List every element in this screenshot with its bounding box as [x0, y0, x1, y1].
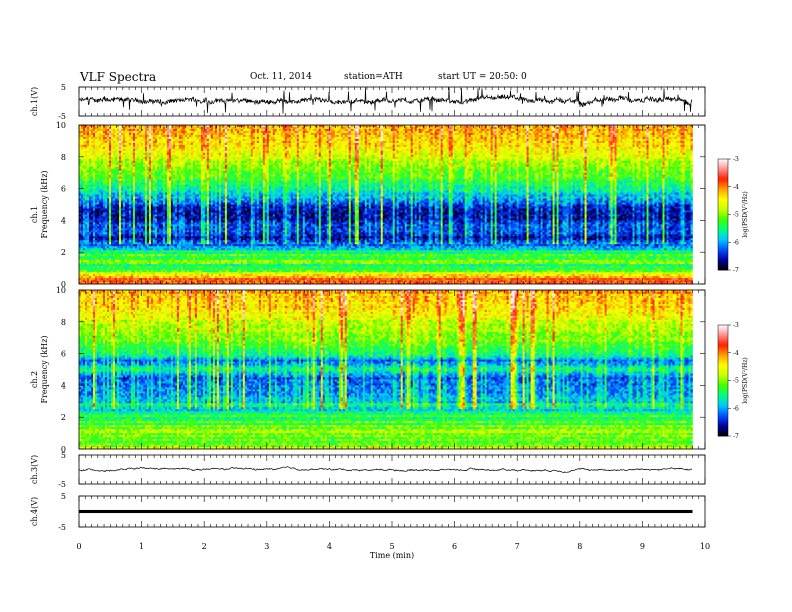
colorbar-label: log(PSD(V²/Hz) — [742, 357, 749, 404]
colorbar-tick-label: -3 — [733, 322, 739, 329]
ch3-waveform-trace — [79, 467, 692, 473]
x-tick-label: 5 — [389, 542, 394, 551]
ch2-spectrogram-image — [79, 290, 693, 449]
colorbar-tick-label: -5 — [733, 378, 739, 385]
x-tick-label: 4 — [327, 542, 332, 551]
y-tick-label: -5 — [58, 523, 66, 532]
y-tick-label: 5 — [61, 492, 66, 501]
x-tick-label: 9 — [640, 542, 645, 551]
x-tick-label: 10 — [700, 542, 710, 551]
x-tick-label: 0 — [76, 542, 81, 551]
y-tick-label: -5 — [58, 480, 66, 489]
ch4-ylabel: ch.4(V) — [30, 497, 39, 526]
y-tick-label: 2 — [61, 413, 66, 422]
y-tick-label: 4 — [61, 381, 66, 390]
x-tick-label: 1 — [139, 542, 144, 551]
y-tick-label: 8 — [61, 318, 66, 327]
y-tick-label: 5 — [61, 83, 66, 92]
ch1-freq-ylabel: Frequency (kHz) — [40, 170, 49, 238]
y-tick-label: 6 — [61, 185, 66, 194]
colorbar-label: log(PSD(V²/Hz) — [742, 191, 749, 238]
y-tick-label: 2 — [61, 248, 66, 257]
colorbar-tick-label: -6 — [733, 405, 739, 412]
ch1-waveform-trace — [79, 87, 692, 114]
x-tick-label: 2 — [202, 542, 207, 551]
ch2-spectrogram-colorbar — [718, 325, 728, 436]
colorbar-tick-label: -7 — [733, 267, 739, 274]
y-tick-label: 5 — [61, 451, 66, 460]
y-tick-label: 6 — [61, 350, 66, 359]
ch2-freq-ylabel: Frequency (kHz) — [40, 335, 49, 403]
y-tick-label: 10 — [56, 121, 66, 130]
ch1-spec-ylabel: ch.1 — [30, 206, 39, 223]
y-tick-label: 10 — [56, 286, 66, 295]
y-tick-label: 8 — [61, 153, 66, 162]
ch1-spectrogram-image — [79, 125, 693, 284]
colorbar-tick-label: -4 — [733, 184, 739, 191]
x-tick-label: 6 — [452, 542, 457, 551]
ch4-waveform-trace — [79, 510, 692, 513]
vlf-figure: 5 -5 ch.1(V) 0 2 4 6 8 10 -3 -4 -5 -6 -7 log(PSD(V²/Hz… — [0, 0, 792, 612]
ch1-spectrogram-colorbar — [718, 159, 728, 270]
ch3-ylabel: ch.3(V) — [30, 455, 39, 484]
ch2-spec-ylabel: ch.2 — [30, 371, 39, 388]
colorbar-tick-label: -3 — [733, 156, 739, 163]
colorbar-tick-label: -7 — [733, 433, 739, 440]
x-tick-label: 8 — [577, 542, 582, 551]
ch1-ylabel: ch.1(V) — [30, 87, 39, 116]
x-tick-label: 3 — [264, 542, 269, 551]
y-tick-label: -5 — [58, 112, 66, 121]
colorbar-tick-label: -6 — [733, 239, 739, 246]
y-tick-label: 4 — [61, 216, 66, 225]
colorbar-tick-label: -5 — [733, 212, 739, 219]
x-axis-label: Time (min) — [370, 551, 414, 560]
colorbar-tick-label: -4 — [733, 350, 739, 357]
x-tick-label: 7 — [515, 542, 520, 551]
